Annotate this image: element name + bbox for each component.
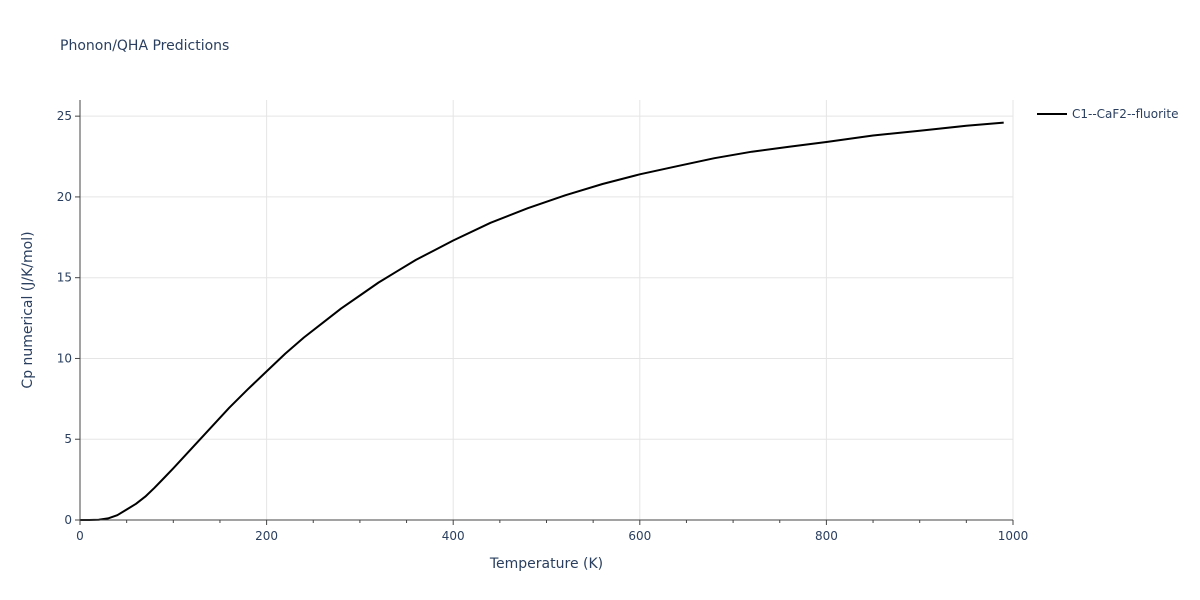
series-layer	[80, 121, 1004, 521]
y-axis-title: Cp numerical (J/K/mol)	[20, 231, 36, 388]
grid-lines	[80, 100, 1014, 520]
x-tick-label-4: 800	[815, 529, 838, 543]
y-tick-label-0: 0	[64, 513, 72, 527]
x-axis-ticks: 0 200 400 600 800 1000	[76, 520, 1028, 543]
legend[interactable]: C1--CaF2--fluorite	[1037, 107, 1178, 121]
x-tick-label-0: 0	[76, 529, 84, 543]
x-tick-label-3: 600	[628, 529, 651, 543]
y-tick-label-4: 20	[57, 190, 72, 204]
legend-label-0: C1--CaF2--fluorite	[1072, 107, 1178, 121]
series-line-0	[80, 121, 1004, 521]
y-tick-label-3: 15	[57, 271, 72, 285]
y-tick-label-5: 25	[57, 109, 72, 123]
x-tick-label-2: 400	[442, 529, 465, 543]
y-tick-label-2: 10	[57, 351, 72, 365]
x-axis-title: Temperature (K)	[489, 556, 603, 572]
x-tick-label-5: 1000	[998, 529, 1029, 543]
y-axis-ticks: 0 5 10 15 20 25	[57, 109, 80, 527]
x-tick-label-1: 200	[255, 529, 278, 543]
chart-title: Phonon/QHA Predictions	[60, 38, 229, 54]
y-tick-label-1: 5	[64, 432, 72, 446]
